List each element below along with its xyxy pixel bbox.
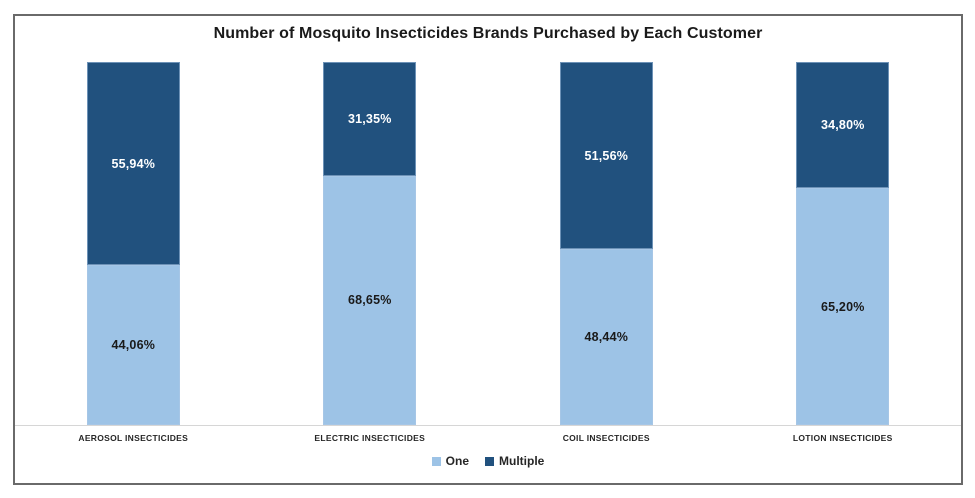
bar-value-label: 44,06%	[111, 338, 156, 353]
bar-value-label: 31,35%	[347, 111, 392, 126]
bar-value-label: 48,44%	[584, 330, 629, 345]
bar-value-label: 65,20%	[820, 299, 865, 314]
bar-column: 31,35% 68,65%	[252, 62, 489, 425]
category-label: AEROSOL INSECTICIDES	[78, 433, 189, 443]
bar-column: 51,56% 48,44%	[488, 62, 725, 425]
chart-frame: Number of Mosquito Insecticides Brands P…	[13, 14, 963, 485]
legend: One Multiple	[15, 454, 961, 468]
plot-area: 55,94% 44,06% 31,35% 68,65% 51,56% 48,44% 34,8…	[15, 62, 961, 425]
category-label: LOTION INSECTICIDES	[792, 433, 893, 443]
chart-title: Number of Mosquito Insecticides Brands P…	[213, 25, 763, 42]
bar-segment-one[interactable]: 48,44%	[559, 249, 653, 425]
bar-value-label: 68,65%	[347, 293, 392, 308]
legend-item-multiple[interactable]: Multiple	[485, 454, 544, 468]
category-label: ELECTRIC INSECTICIDES	[314, 433, 426, 443]
category-label: COIL INSECTICIDES	[562, 433, 650, 443]
stacked-bar[interactable]: 31,35% 68,65%	[323, 62, 417, 425]
bar-segment-one[interactable]: 68,65%	[323, 175, 417, 425]
stacked-bar[interactable]: 51,56% 48,44%	[559, 62, 653, 425]
legend-item-label: Multiple	[499, 454, 545, 468]
x-axis-line	[15, 425, 961, 426]
legend-item-label: One	[445, 454, 469, 468]
stacked-bar[interactable]: 34,80% 65,20%	[796, 62, 890, 425]
stacked-bar[interactable]: 55,94% 44,06%	[86, 62, 180, 425]
bar-column: 34,80% 65,20%	[725, 62, 962, 425]
bar-segment-multiple[interactable]: 34,80%	[796, 62, 890, 189]
bar-segment-multiple[interactable]: 51,56%	[559, 62, 653, 250]
bar-segment-multiple[interactable]: 55,94%	[86, 62, 180, 266]
bar-value-label: 55,94%	[111, 156, 156, 171]
legend-swatch-icon	[431, 456, 441, 466]
legend-item-one[interactable]: One	[431, 454, 469, 468]
bar-segment-one[interactable]: 65,20%	[796, 188, 890, 425]
bar-segment-multiple[interactable]: 31,35%	[323, 62, 417, 176]
bar-value-label: 51,56%	[584, 148, 629, 163]
category-axis: AEROSOL INSECTICIDES ELECTRIC INSECTICIDE…	[15, 433, 961, 443]
bar-value-label: 34,80%	[820, 118, 865, 133]
bar-segment-one[interactable]: 44,06%	[86, 265, 180, 425]
bar-column: 55,94% 44,06%	[15, 62, 252, 425]
legend-swatch-icon	[485, 456, 494, 466]
